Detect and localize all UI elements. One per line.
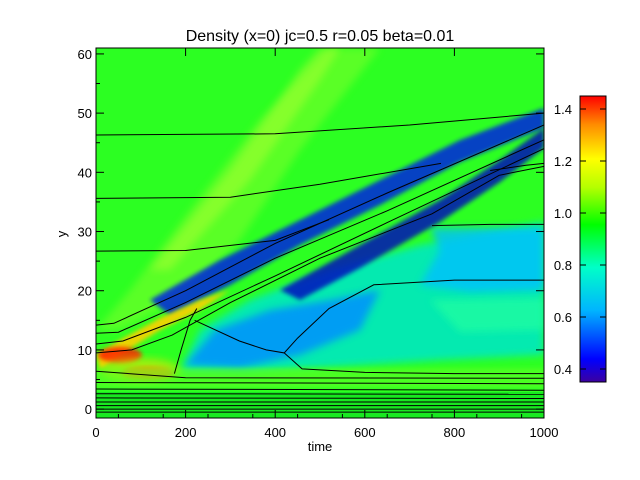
contour-line-11 [490,162,544,171]
heatmap-field [96,48,544,418]
heatmap-blue-front-core [280,128,544,300]
contour-line-15 [96,393,544,395]
colorbar-tick-label-2: 0.8 [554,258,572,273]
y-tick-label-3: 30 [78,225,92,240]
colorbar-tick-label-4: 1.2 [554,154,572,169]
heatmap-mid-band [430,298,544,332]
y-tick-label-0: 0 [85,402,92,417]
contour-line-3 [96,124,544,326]
y-tick-label-5: 50 [78,106,92,121]
y-tick-label-2: 20 [78,284,92,299]
heatmap-upper-cyan-band [420,228,544,292]
y-tick-label-1: 10 [78,343,92,358]
contour-line-5 [96,148,544,345]
x-tick-label-0: 0 [92,425,99,440]
contour-line-4 [96,139,544,334]
colorbar-tick-label-1: 0.6 [554,310,572,325]
y-axis-ticks: 0 10 20 30 40 50 60 [78,47,544,417]
contour-line-0 [96,112,544,136]
contour-line-14 [96,388,544,391]
contour-line-1 [96,162,442,199]
contour-line-6 [96,165,544,354]
heatmap-light-wedge-2 [150,48,340,270]
contour-line-2 [96,219,330,252]
contour-line-8 [283,352,544,375]
plot-frame [95,47,545,419]
contour-line-12 [96,370,544,379]
chart-title: Density (x=0) jc=0.5 r=0.05 beta=0.01 [186,28,455,45]
contour-line-13 [96,382,544,385]
colorbar-tick-label-5: 1.4 [554,102,572,117]
colorbar [579,95,607,383]
x-tick-label-3: 600 [354,425,376,440]
x-tick-label-5: 1000 [530,425,559,440]
contour-lines [96,112,544,413]
heatmap-depleted-core [185,290,380,368]
contour-line-7 [194,279,544,354]
x-axis-ticks: 0 200 400 600 800 1000 [92,48,558,440]
x-axis-title: time [308,439,333,454]
x-tick-label-1: 200 [175,425,197,440]
y-tick-label-6: 60 [78,47,92,62]
heatmap-bottom-layer [96,392,544,418]
x-tick-label-2: 400 [264,425,286,440]
contour-line-16 [96,397,544,399]
x-tick-label-4: 800 [444,425,466,440]
colorbar-ticks: 0.4 0.6 0.8 1.0 1.2 1.4 [554,102,606,377]
contour-line-10 [431,223,544,227]
contour-line-9 [173,308,198,374]
colorbar-tick-label-3: 1.0 [554,206,572,221]
y-tick-label-4: 40 [78,165,92,180]
y-axis-title: y [54,230,69,237]
colorbar-tick-label-0: 0.4 [554,362,572,377]
